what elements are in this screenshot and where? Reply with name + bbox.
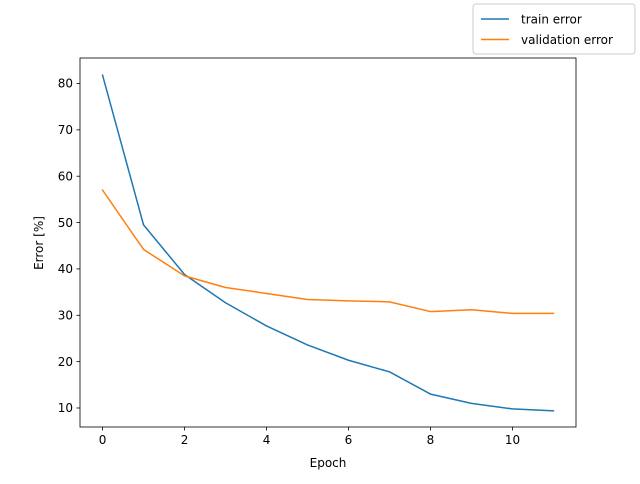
y-tick-label: 50 (58, 216, 73, 230)
legend-box (472, 3, 636, 55)
y-axis-label: Error [%] (32, 216, 46, 270)
legend-label-2: validation error (521, 33, 613, 47)
series-line-1 (101, 74, 555, 412)
series-line-2 (101, 189, 555, 315)
x-tick-label: 10 (505, 433, 520, 447)
legend: train error validation error (472, 3, 636, 55)
x-tick-label: 8 (427, 433, 435, 447)
y-tick-label: 40 (58, 262, 73, 276)
legend-label-1: train error (521, 12, 582, 26)
y-tick-label: 60 (58, 169, 73, 183)
x-tick-label: 6 (345, 433, 353, 447)
y-tick-label: 80 (58, 77, 73, 91)
y-tick-label: 10 (58, 401, 73, 415)
plot-area (101, 74, 555, 412)
x-tick-label: 4 (263, 433, 271, 447)
x-tick-label: 2 (181, 433, 189, 447)
y-tick-label: 70 (58, 123, 73, 137)
x-tick-label: 0 (99, 433, 107, 447)
axes-frame (79, 57, 577, 428)
x-axis-label: Epoch (310, 456, 347, 470)
axes: 0 2 4 6 8 10 10 20 30 40 50 60 70 80 (58, 57, 577, 447)
y-tick-label: 30 (58, 308, 73, 322)
y-tick-label: 20 (58, 355, 73, 369)
